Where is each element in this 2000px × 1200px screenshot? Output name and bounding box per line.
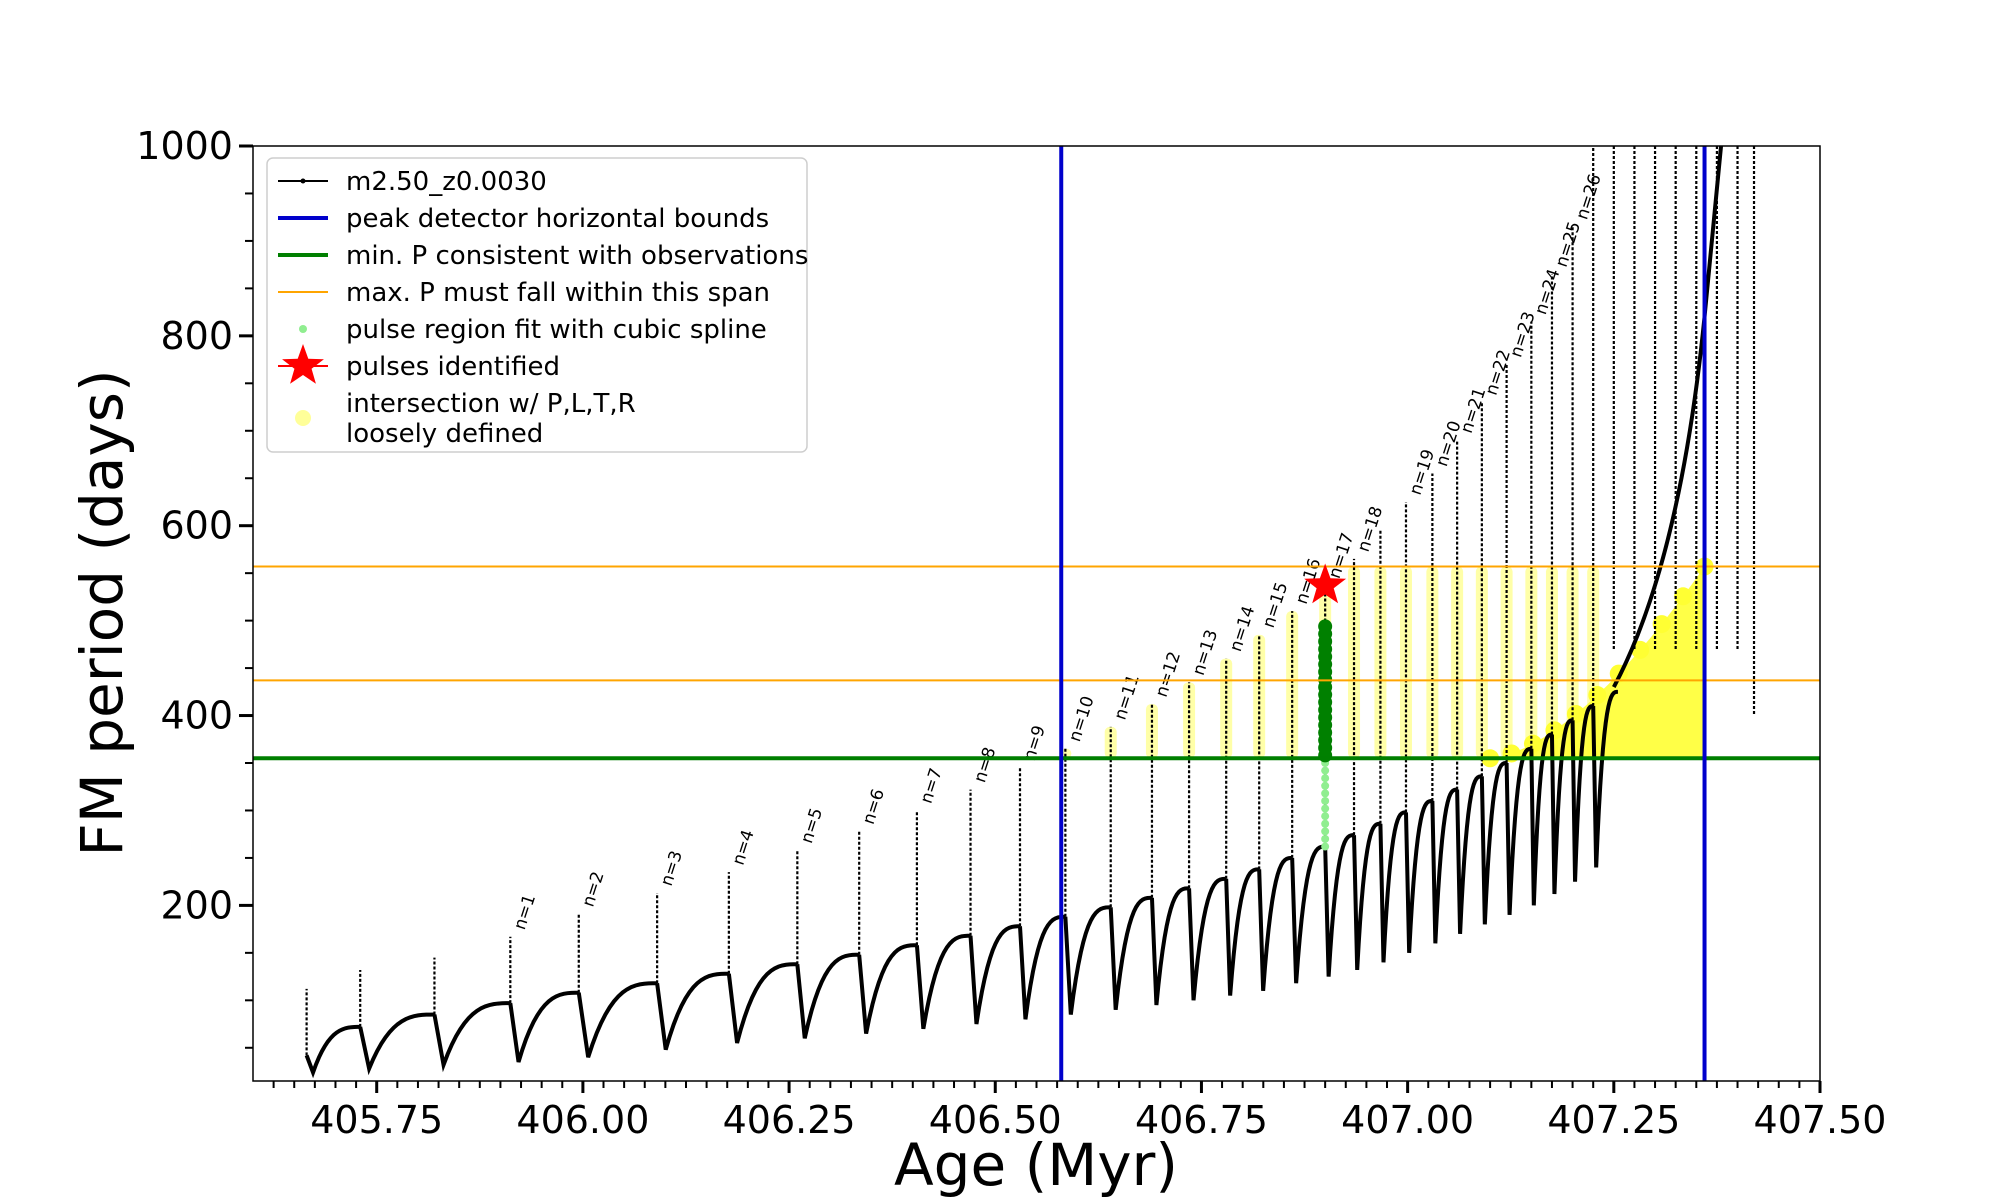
pulse-recovery [1378,810,1407,963]
x-tick-label: 405.75 [310,1098,443,1142]
pulse-recovery [1479,761,1507,925]
pulse-recovery [1257,855,1293,991]
intersection-marker [1183,682,1196,759]
legend-label: peak detector horizontal bounds [346,204,769,234]
pulse-recovery [968,924,1021,1025]
y-tick-label: 600 [160,504,233,548]
spline-point [1321,827,1330,836]
pulse-recovery [1187,876,1227,1001]
spline-point [1321,804,1330,813]
x-tick-label: 407.50 [1754,1098,1887,1142]
pulse-recovery [655,971,729,1051]
pulse-recovery [1323,833,1355,977]
x-tick-label: 406.50 [929,1098,1062,1142]
pulse-recovery [857,943,917,1034]
pulse-recovery [1455,774,1482,934]
y-tick-label: 400 [160,694,233,738]
spline-point [1321,819,1330,828]
legend-label: intersection w/ P,L,T,R [346,389,636,419]
pulse-recovery [304,1024,361,1079]
pulse-recovery [508,990,579,1063]
pulse-recovery [914,933,971,1030]
legend-swatch [299,325,307,333]
pulse-recovery [1018,914,1066,1020]
pulse-recovery [795,952,860,1039]
intersection-marker [1426,566,1439,759]
legend-swatch [295,410,311,426]
x-tick-label: 406.25 [723,1098,856,1142]
pulse-recovery [432,1001,511,1073]
x-axis-title: Age (Myr) [894,1131,1178,1199]
intersection-dot [1588,686,1607,705]
pulse-recovery [576,981,658,1058]
x-tick-label: 407.00 [1341,1098,1474,1142]
legend-label: m2.50_z0.0030 [346,167,547,197]
legend-label-line2: loosely defined [346,419,543,449]
intersection-dot [1652,615,1671,634]
identified-pulse-star [1304,563,1347,604]
spline-point [1321,796,1330,805]
axes: 405.75 406.00 406.25 406.50 406.75 407.00 407.… [136,124,1886,1142]
intersection-dot [1674,587,1693,606]
intersection-marker [1104,726,1117,759]
pulse-recovery [1529,732,1553,906]
pulse-recovery [1224,867,1260,996]
pulse-recovery [1549,718,1573,895]
spline-point [1321,789,1330,798]
spline-point [1321,774,1330,783]
legend-marker [300,178,306,184]
legend-label: min. P consistent with observations [346,241,808,271]
pulse-recovery [1290,844,1326,984]
pulse-recovery [1504,746,1532,915]
pulse-recovery [1403,798,1433,953]
y-tick-label: 800 [160,314,233,358]
track-tail [1612,146,1724,689]
x-tick-label: 406.75 [1135,1098,1268,1142]
pulse-recovery [358,1012,435,1076]
x-tick-label: 406.00 [516,1098,649,1142]
intersection-marker [1399,566,1412,759]
legend-box [266,157,808,453]
pulse-recovery [1430,787,1458,944]
legend-label: pulse region fit with cubic spline [346,315,767,345]
pulse-recovery [1570,704,1594,882]
y-tick-label: 1000 [136,124,233,168]
spline-point [1321,766,1330,775]
intersection-dot [1631,640,1650,659]
y-axis-title: FM period (days) [68,369,136,856]
spline-point [1321,834,1330,843]
pulse-recovery [1108,895,1152,1011]
spline-point [1321,842,1330,851]
pulse-recovery [1352,821,1381,971]
spline-point [1321,812,1330,821]
legend-label: pulses identified [346,352,560,382]
pulse-recovery [726,962,798,1044]
yellow-intersection-group [1059,557,1714,768]
legend-label: max. P must fall within this span [346,278,770,308]
intersection-cloud [1490,566,1705,759]
y-tick-label: 200 [160,883,233,927]
pulse-recovery [1591,689,1619,868]
spline-point [1318,619,1333,634]
intersection-marker [1286,611,1299,759]
spline-region-group [1318,619,1333,851]
intersection-marker [1475,566,1488,759]
pulse-recovery [1149,886,1190,1006]
x-tick-label: 407.25 [1547,1098,1680,1142]
spline-point [1321,781,1330,790]
pulse-recovery [1063,905,1111,1015]
legend-star [282,344,324,384]
